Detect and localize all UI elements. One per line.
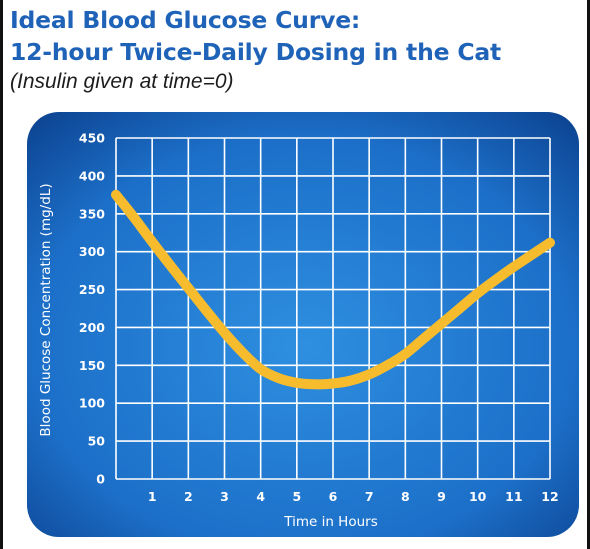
x-tick-11: 11: [505, 489, 522, 504]
x-axis-ticks: 1 2 3 4 5 6 7 8 9 10 11 12: [148, 489, 559, 504]
y-tick-250: 250: [79, 282, 105, 297]
x-axis-title: Time in Hours: [283, 514, 377, 530]
y-axis-ticks: 0 50 100 150 200 250 300 350 400 450: [79, 131, 105, 487]
y-tick-350: 350: [79, 206, 105, 221]
x-tick-9: 9: [437, 489, 446, 504]
series: [111, 189, 555, 390]
chart-title-line-2: 12-hour Twice-Daily Dosing in the Cat: [10, 38, 502, 66]
y-tick-100: 100: [79, 396, 105, 411]
chart-subtitle: (Insulin given at time=0): [10, 70, 234, 93]
y-tick-450: 450: [79, 131, 105, 146]
y-tick-300: 300: [79, 244, 105, 259]
x-tick-7: 7: [365, 489, 374, 504]
y-axis-title: Blood Glucose Concentration (mg/dL): [38, 183, 54, 436]
series-line-0: [111, 189, 555, 390]
y-tick-50: 50: [88, 434, 106, 449]
x-tick-8: 8: [401, 489, 410, 504]
x-tick-5: 5: [292, 489, 301, 504]
grid: [115, 137, 551, 480]
x-tick-10: 10: [469, 489, 487, 504]
y-tick-400: 400: [79, 168, 105, 183]
y-tick-200: 200: [79, 320, 105, 335]
x-tick-12: 12: [541, 489, 558, 504]
x-tick-6: 6: [329, 489, 338, 504]
x-tick-3: 3: [220, 489, 229, 504]
y-tick-150: 150: [79, 358, 105, 373]
x-tick-4: 4: [256, 489, 265, 504]
x-tick-1: 1: [148, 489, 157, 504]
left-border: [0, 0, 3, 549]
chart-title-line-1: Ideal Blood Glucose Curve:: [10, 6, 361, 34]
right-border: [587, 0, 590, 549]
x-tick-2: 2: [184, 489, 193, 504]
y-tick-0: 0: [96, 472, 105, 487]
